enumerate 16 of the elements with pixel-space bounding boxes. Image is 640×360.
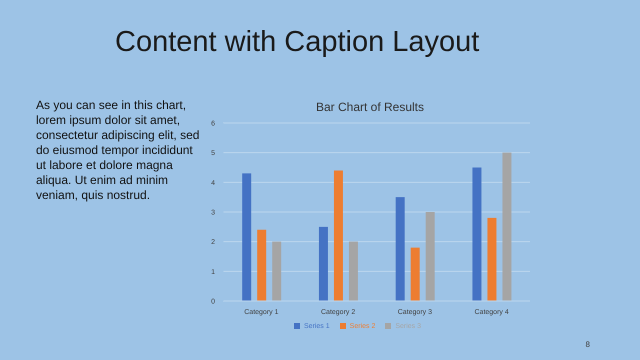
- bar: [472, 168, 482, 301]
- bar: [272, 242, 282, 301]
- bar: [410, 248, 420, 301]
- bar: [318, 226, 328, 301]
- text: 8: [586, 340, 590, 349]
- bar: [396, 197, 405, 301]
- bar: [502, 152, 512, 301]
- bar: [348, 242, 358, 301]
- bar: [242, 173, 252, 301]
- bar: [487, 218, 496, 301]
- bar: [257, 230, 266, 301]
- chart-title: Bar Chart of Results: [314, 100, 426, 114]
- text: As you can see in this chart, lorem ipsum dolor sit amet, consectetur adipiscing elit, sed do eiusmod tempor incididunt ut labore et dolore magna aliqua. Ut enim ad minim veniam, quis nostrud.: [36, 98, 200, 203]
- bar: [334, 170, 343, 301]
- bar: [426, 212, 435, 301]
- text: Content with Caption Layout: [115, 26, 480, 59]
